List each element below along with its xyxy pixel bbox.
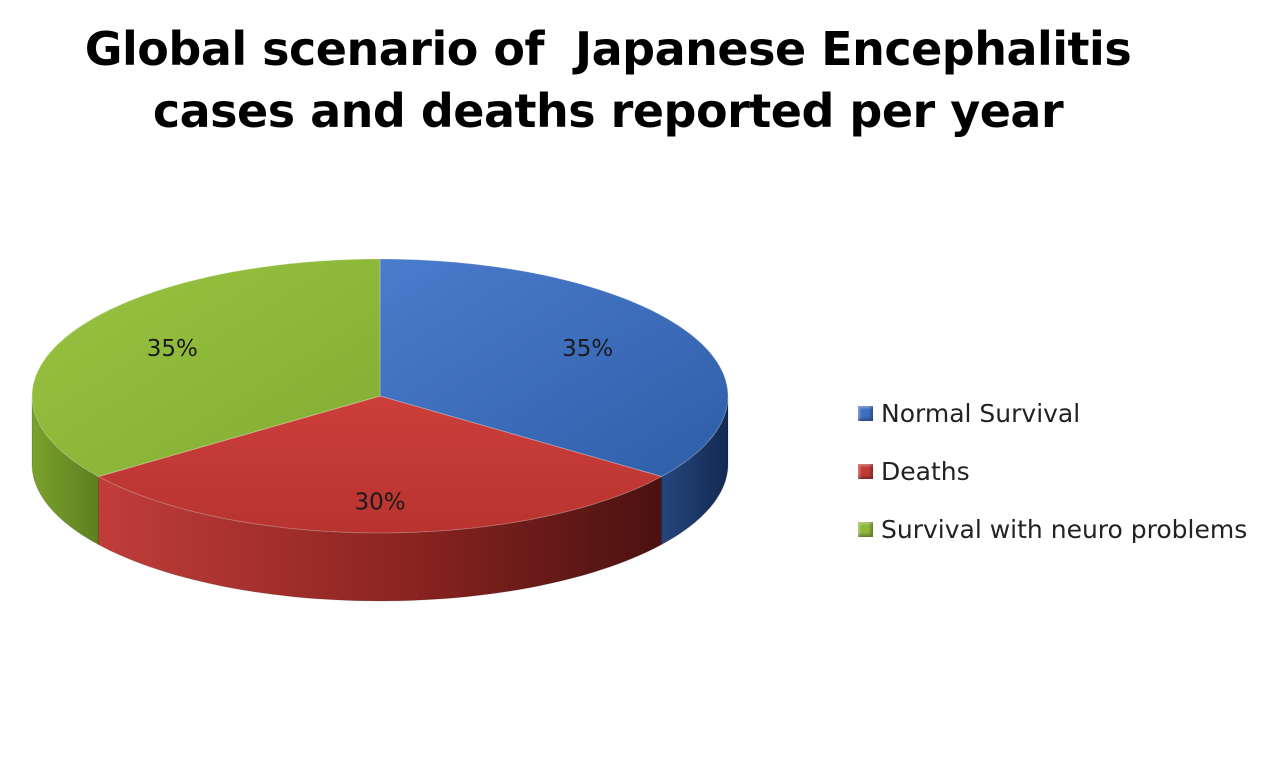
legend-label-deaths: Deaths: [881, 457, 970, 486]
pie-slice-survival-with-neuro-problems: [31, 258, 381, 478]
pie-slice-normal-survival: [379, 258, 729, 478]
data-label-normal-survival: 35%: [562, 336, 613, 362]
data-label-deaths: 30%: [354, 490, 405, 516]
legend-item-deaths: Deaths: [858, 454, 1247, 512]
legend-item-survival-with-neuro-problems: Survival with neuro problems: [858, 512, 1247, 570]
pie-slice-side-survival-with-neuro-problems: [31, 395, 99, 546]
data-label-survival-with-neuro-problems: 35%: [147, 336, 198, 362]
legend-label-normal-survival: Normal Survival: [881, 399, 1081, 428]
pie-depth-group: [31, 395, 729, 602]
legend-swatch-normal-survival: [858, 405, 873, 421]
legend-swatch-deaths: [858, 463, 873, 479]
legend-swatch-survival-with-neuro-problems: [858, 521, 873, 537]
pie-label-group: 35% 30% 35%: [147, 336, 614, 515]
chart-title: Global scenario of Japanese Encephalitis…: [0, 18, 1216, 142]
legend-label-survival-with-neuro-problems: Survival with neuro problems: [881, 515, 1248, 544]
legend: Normal Survival Deaths Survival with neu…: [858, 396, 1247, 570]
chart-title-line-2: cases and deaths reported per year: [152, 84, 1064, 138]
pie-slice-deaths: [97, 395, 663, 534]
pie-top-group: [31, 258, 729, 534]
chart-title-line-1: Global scenario of Japanese Encephalitis: [84, 22, 1132, 76]
legend-item-normal-survival: Normal Survival: [858, 396, 1247, 454]
